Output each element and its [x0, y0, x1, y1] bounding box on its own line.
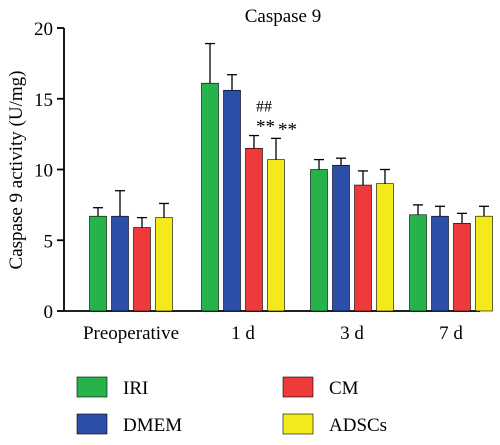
annotations-group: ##** ** — [256, 99, 297, 141]
bar-CM-2 — [354, 184, 372, 312]
x-tick-label-0: Preoperative — [83, 323, 179, 344]
legend-swatch-DMEM — [76, 413, 108, 435]
legend-label-CM: CM — [329, 378, 359, 399]
y-tick-label-15: 15 — [34, 90, 53, 111]
bar-CM-1 — [245, 147, 263, 312]
bar-ADSCs-1 — [267, 159, 285, 312]
significance-annotation-0: ## — [256, 99, 272, 116]
x-tick-label-2: 3 d — [340, 323, 364, 344]
bar-IRI-2 — [310, 169, 328, 312]
axes: 0 5 10 15 20 Preoperative 1 d 3 d 7 d — [34, 19, 480, 344]
bar-ADSCs-2 — [376, 183, 394, 312]
bar-IRI-3 — [409, 214, 427, 312]
bars-group — [89, 42, 493, 312]
x-tick-label-1: 1 d — [231, 323, 255, 344]
legend-label-IRI: IRI — [123, 378, 148, 399]
x-tick-label-3: 7 d — [439, 323, 463, 344]
bar-CM-3 — [453, 222, 471, 312]
significance-annotation-1: ** — [256, 117, 275, 138]
bar-ADSCs-3 — [475, 215, 493, 312]
legend-swatch-ADSCs — [282, 413, 314, 435]
bar-DMEM-1 — [223, 89, 241, 312]
y-tick-label-5: 5 — [44, 231, 54, 252]
legend-label-ADSCs: ADSCs — [329, 415, 387, 436]
legend: IRI DMEM CM ADSCs — [76, 376, 387, 436]
bar-DMEM-0 — [111, 215, 129, 312]
bar-DMEM-3 — [431, 215, 449, 312]
bar-ADSCs-0 — [155, 217, 173, 312]
legend-swatch-CM — [282, 376, 314, 398]
significance-annotation-2: ** — [278, 119, 297, 140]
bar-IRI-1 — [201, 82, 219, 312]
y-tick-label-10: 10 — [34, 161, 53, 182]
y-axis-label: Caspase 9 activity (U/mg) — [6, 71, 27, 270]
chart-title: Caspase 9 — [245, 6, 322, 27]
legend-label-DMEM: DMEM — [123, 415, 182, 436]
y-tick-label-20: 20 — [34, 19, 53, 40]
bar-DMEM-2 — [332, 164, 350, 312]
bar-IRI-0 — [89, 215, 107, 312]
y-tick-label-0: 0 — [44, 302, 54, 323]
legend-swatch-IRI — [76, 376, 108, 398]
bar-CM-0 — [133, 227, 151, 312]
